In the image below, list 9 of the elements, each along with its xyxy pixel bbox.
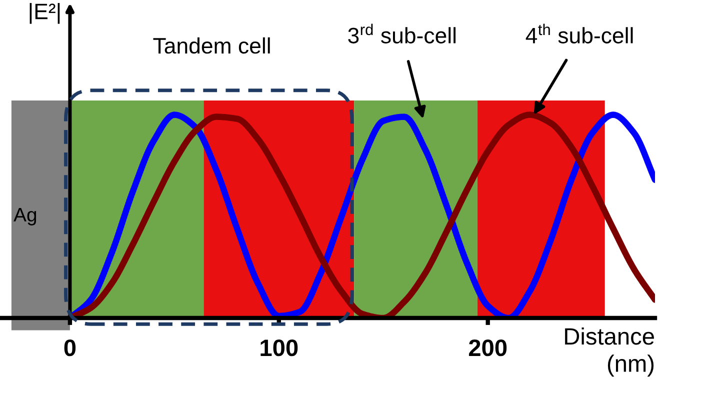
x-axis-title: Distance (nm) (565, 327, 654, 377)
text: 4$^{th}$ sub-cell (526, 24, 633, 44)
text: Tandem cell (153, 37, 270, 54)
x-tick-label: 100 (260, 339, 298, 356)
text: 3$^{rd}$ sub-cell (348, 24, 456, 44)
x-tick-label: 200 (468, 339, 507, 356)
band-label: Ag (14, 208, 36, 226)
x-tick-label: 0 (64, 339, 76, 356)
y-axis-title: |E²| (30, 3, 60, 24)
